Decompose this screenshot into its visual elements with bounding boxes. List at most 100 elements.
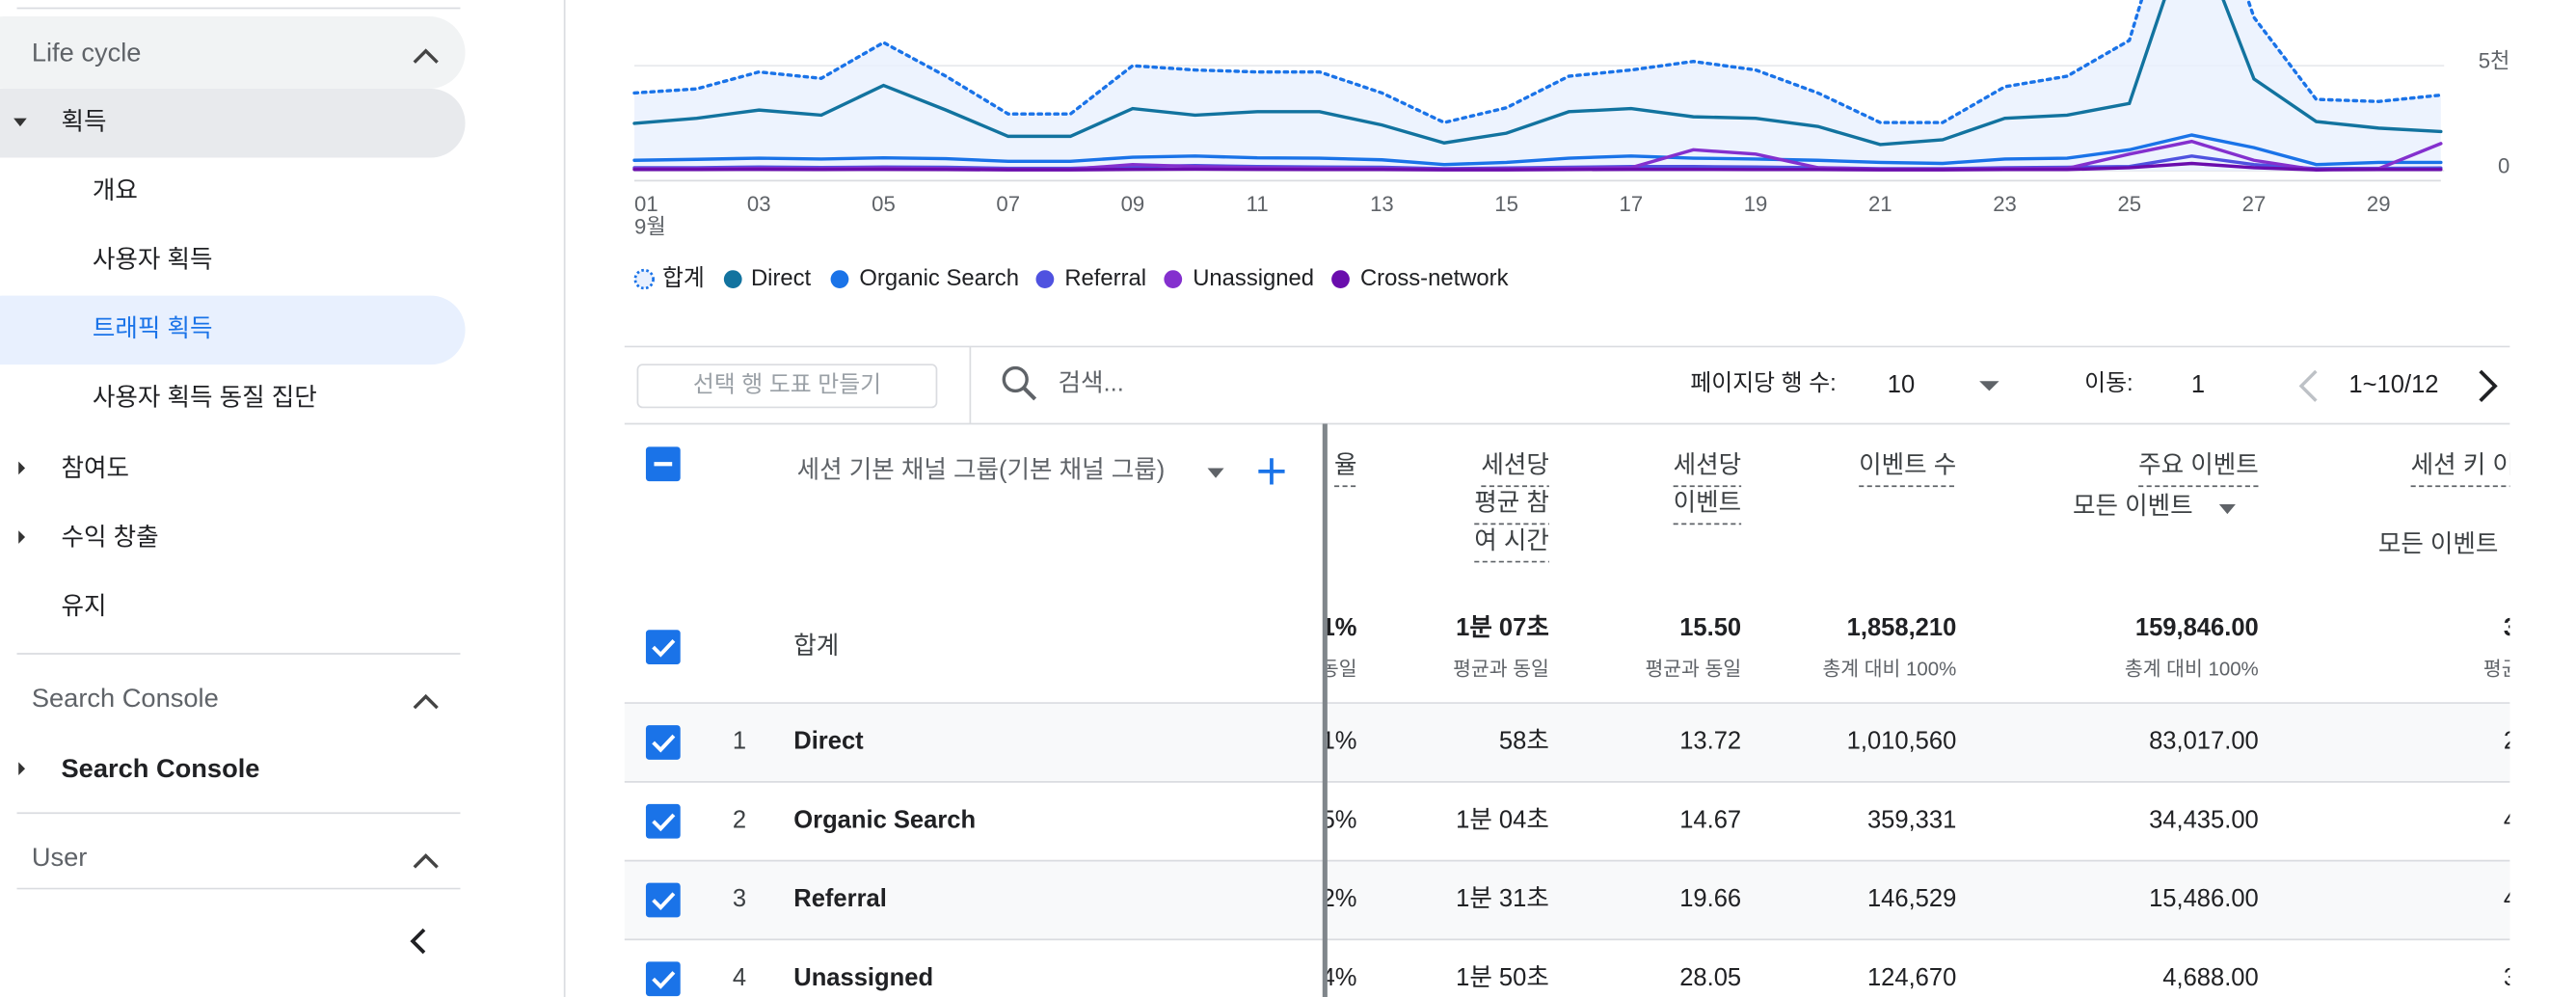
totals-value: 30.: [2504, 614, 2538, 641]
legend-icon[interactable]: [1035, 270, 1055, 288]
y-tick-label: 0: [2498, 154, 2509, 178]
totals-value: 15.50: [1679, 614, 1741, 641]
page-range: 1~10/12: [2348, 371, 2438, 398]
series-line: [632, 133, 2443, 167]
nav-item[interactable]: 사용자 획득: [93, 247, 213, 274]
nav-item[interactable]: 사용자 획득 동질 집단: [93, 385, 317, 412]
collapse-sidebar[interactable]: [410, 928, 426, 955]
chart-button-label[interactable]: 선택 행 도표 만들기: [693, 372, 881, 398]
prev-page[interactable]: [2298, 369, 2318, 402]
column-header[interactable]: 평균 참: [1474, 490, 1549, 517]
column-header[interactable]: 율: [1334, 452, 1357, 479]
legend-label[interactable]: Direct: [751, 265, 812, 291]
search-icon: [1002, 365, 1029, 393]
column-header[interactable]: 세션당: [1481, 452, 1549, 479]
row-name[interactable]: Organic Search: [793, 806, 976, 833]
row-value: 146,529: [1867, 885, 1956, 912]
totals-note: 평균과 동일: [1645, 658, 1741, 680]
legend-icon[interactable]: [723, 270, 742, 288]
column-header[interactable]: 주요 이벤트: [2138, 452, 2259, 479]
row-checkbox[interactable]: [645, 725, 681, 760]
x-tick-label: 13: [1370, 192, 1394, 216]
column-header[interactable]: 세션 키 이벤: [2411, 452, 2538, 479]
totals-note: 평균고: [2483, 658, 2537, 680]
row-value: 1%: [1322, 728, 1357, 755]
x-tick-label: 05: [872, 192, 896, 216]
add-dimension[interactable]: [1258, 458, 1285, 485]
column-header[interactable]: 세션당: [1674, 452, 1742, 479]
totals-value: 159,846.00: [2135, 614, 2259, 641]
search-input[interactable]: 검색...: [1059, 369, 1124, 396]
dropdown-icon[interactable]: [1207, 468, 1224, 478]
x-tick-label: 07: [996, 192, 1020, 216]
check-mark: [652, 971, 676, 989]
totals-value: 1,858,210: [1847, 614, 1957, 641]
column-header[interactable]: 이벤트: [1674, 490, 1742, 517]
row-name[interactable]: Unassigned: [793, 964, 933, 991]
totals-note: 평균과 동일: [1453, 658, 1549, 680]
nav-item[interactable]: 개요: [93, 177, 138, 204]
row-value: 58초: [1499, 728, 1549, 755]
row-value: 28.05: [1679, 964, 1741, 991]
check-mark: [652, 813, 676, 832]
row-value: 1분 50초: [1456, 964, 1549, 991]
dropdown-icon[interactable]: [2218, 503, 2236, 515]
row-checkbox[interactable]: [645, 961, 681, 997]
row-value: 359,331: [1867, 806, 1956, 833]
row-value: 34,435.00: [2149, 806, 2259, 833]
dimension-header[interactable]: 세션 기본 채널 그룹(기본 채널 그룹): [797, 457, 1166, 484]
nav-item-active[interactable]: 트래픽 획득: [93, 315, 213, 342]
rows-select[interactable]: 10: [1888, 371, 1915, 398]
legend-label[interactable]: Unassigned: [1193, 265, 1314, 291]
plot: [632, 0, 2443, 172]
section-title[interactable]: Search Console: [32, 683, 219, 713]
nav-group[interactable]: Search Console: [62, 753, 260, 783]
section-title[interactable]: Life cycle: [32, 37, 142, 67]
legend-label[interactable]: Referral: [1064, 265, 1146, 291]
dropdown-icon[interactable]: [1979, 381, 1999, 391]
row-checkbox[interactable]: [645, 882, 681, 918]
row-value: 124,670: [1867, 964, 1956, 991]
row-value: 4,688.00: [2162, 964, 2258, 991]
column-header[interactable]: 여 시간: [1474, 527, 1549, 554]
goto-label: 이동:: [2084, 370, 2133, 396]
legend-label[interactable]: Organic Search: [859, 265, 1019, 291]
row-name[interactable]: Direct: [793, 728, 864, 755]
row-rank: 2: [733, 806, 746, 833]
row-value: 44.: [2504, 885, 2538, 912]
row-value: 5%: [1322, 806, 1357, 833]
legend-label[interactable]: 합계: [662, 265, 705, 291]
x-tick-label: 17: [1620, 192, 1644, 216]
section-title[interactable]: User: [32, 842, 88, 872]
legend-icon[interactable]: [830, 270, 849, 288]
row-value: 32.: [2504, 964, 2538, 991]
x-tick-label: 23: [1993, 192, 2017, 216]
row-checkbox[interactable]: [645, 630, 681, 665]
column-header[interactable]: 이벤트 수: [1859, 452, 1956, 479]
legend-icon[interactable]: [633, 268, 655, 290]
totals-value: 1분 07초: [1456, 614, 1549, 641]
row-name[interactable]: Referral: [793, 885, 887, 912]
totals-note: 총계 대비 100%: [1822, 658, 1956, 680]
legend-icon[interactable]: [1331, 270, 1350, 288]
legend-label[interactable]: Cross-network: [1360, 265, 1509, 291]
nav-group[interactable]: 수익 창출: [62, 524, 159, 551]
metric-selector[interactable]: 모든 이벤트: [2378, 530, 2499, 557]
legend-icon[interactable]: [1164, 270, 1183, 288]
chart-button[interactable]: [636, 364, 938, 409]
series-line: [632, 161, 2443, 172]
collapse-icon[interactable]: [413, 48, 439, 869]
metric-selector[interactable]: 모든 이벤트: [2073, 493, 2193, 520]
next-page[interactable]: [2479, 369, 2498, 402]
goto-input[interactable]: 1: [2191, 371, 2205, 398]
row-value: 2%: [1322, 885, 1357, 912]
nav-group[interactable]: 획득: [62, 109, 107, 136]
row-value: 4%: [1322, 964, 1357, 991]
row-checkbox[interactable]: [645, 803, 681, 839]
nav-group[interactable]: 참여도: [62, 455, 130, 482]
rows-label: 페이지당 행 수:: [1690, 370, 1836, 396]
totals-value: 1%: [1322, 614, 1357, 641]
nav-group[interactable]: 유지: [62, 593, 107, 620]
totals-label: 합계: [793, 633, 839, 660]
